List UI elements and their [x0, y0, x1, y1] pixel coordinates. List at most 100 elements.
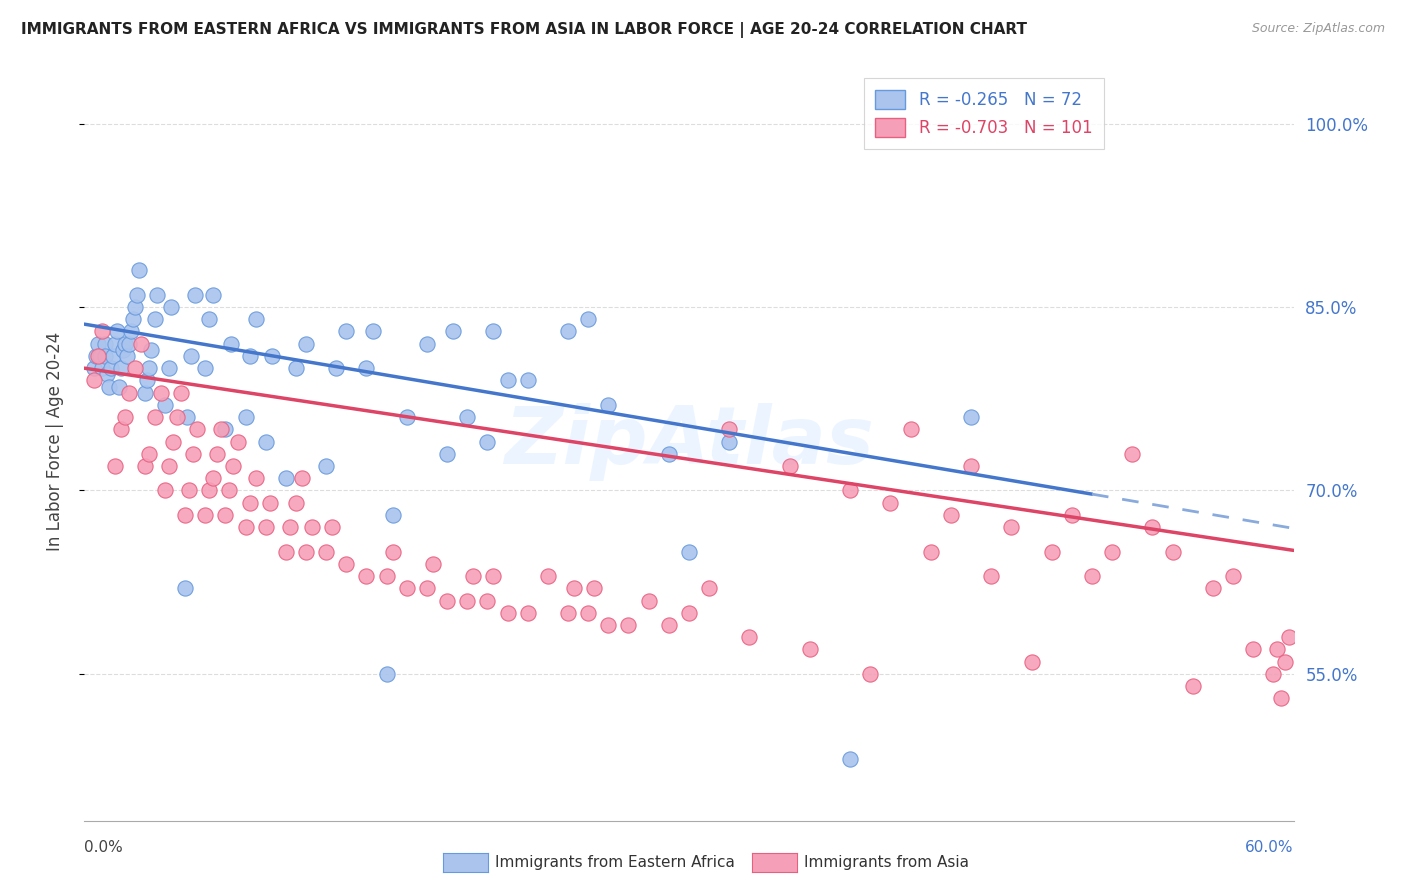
Point — [235, 520, 257, 534]
Point — [375, 666, 398, 681]
Point — [356, 361, 378, 376]
Point — [779, 458, 801, 473]
Point — [202, 287, 225, 301]
Point — [381, 544, 404, 558]
Point — [537, 569, 560, 583]
Point — [859, 666, 882, 681]
Point — [153, 483, 176, 498]
Point — [214, 508, 236, 522]
Point — [124, 361, 146, 376]
Point — [839, 483, 862, 498]
Point — [1000, 520, 1022, 534]
Point — [139, 343, 162, 357]
Point — [482, 569, 505, 583]
Point — [222, 458, 245, 473]
Point — [416, 336, 439, 351]
Point — [87, 336, 110, 351]
Point — [576, 312, 599, 326]
Point — [637, 593, 659, 607]
Point — [121, 312, 143, 326]
Point — [104, 458, 127, 473]
Point — [125, 287, 148, 301]
Point — [134, 385, 156, 400]
Point — [718, 422, 741, 436]
Point — [124, 300, 146, 314]
Point — [105, 325, 128, 339]
Point — [1121, 447, 1143, 461]
Point — [129, 336, 152, 351]
Point — [416, 582, 439, 596]
Point — [235, 410, 257, 425]
Point — [134, 458, 156, 473]
Point — [496, 606, 519, 620]
Point — [1222, 569, 1244, 583]
Point — [285, 361, 308, 376]
Point — [422, 557, 444, 571]
Point — [83, 373, 105, 387]
Point — [839, 752, 862, 766]
Point — [920, 544, 942, 558]
Point — [315, 544, 337, 558]
Point — [198, 483, 221, 498]
Point — [576, 606, 599, 620]
Point — [254, 520, 277, 534]
Text: 60.0%: 60.0% — [1246, 839, 1294, 855]
Point — [245, 471, 267, 485]
Point — [186, 422, 208, 436]
Point — [375, 569, 398, 583]
Point — [226, 434, 249, 449]
Point — [198, 312, 221, 326]
Point — [1081, 569, 1104, 583]
Point — [291, 471, 314, 485]
Point — [83, 361, 105, 376]
Point — [441, 325, 464, 339]
Y-axis label: In Labor Force | Age 20-24: In Labor Force | Age 20-24 — [45, 332, 63, 551]
Point — [149, 385, 172, 400]
Text: ZipAtlas: ZipAtlas — [503, 402, 875, 481]
Point — [179, 483, 201, 498]
Point — [93, 336, 115, 351]
Point — [1241, 642, 1264, 657]
Point — [174, 508, 197, 522]
Point — [557, 325, 579, 339]
Point — [118, 385, 141, 400]
Point — [1270, 691, 1292, 706]
Point — [598, 618, 620, 632]
Point — [1161, 544, 1184, 558]
Point — [900, 422, 922, 436]
Point — [245, 312, 267, 326]
Point — [395, 582, 418, 596]
Point — [1278, 630, 1301, 644]
Point — [1060, 508, 1083, 522]
Point — [325, 361, 347, 376]
Point — [143, 410, 166, 425]
Point — [107, 379, 129, 393]
Point — [128, 263, 150, 277]
Point — [120, 325, 142, 339]
Point — [718, 434, 741, 449]
Point — [1181, 679, 1204, 693]
Point — [1040, 544, 1063, 558]
Point — [194, 508, 217, 522]
Point — [678, 606, 700, 620]
Point — [101, 349, 124, 363]
Point — [617, 618, 640, 632]
Point — [879, 496, 901, 510]
Point — [209, 422, 232, 436]
Point — [221, 336, 243, 351]
Text: IMMIGRANTS FROM EASTERN AFRICA VS IMMIGRANTS FROM ASIA IN LABOR FORCE | AGE 20-2: IMMIGRANTS FROM EASTERN AFRICA VS IMMIGR… — [21, 22, 1028, 38]
Point — [207, 447, 229, 461]
Point — [162, 434, 184, 449]
Text: Source: ZipAtlas.com: Source: ZipAtlas.com — [1251, 22, 1385, 36]
Point — [477, 434, 499, 449]
Point — [138, 361, 160, 376]
Point — [118, 336, 141, 351]
Point — [1101, 544, 1123, 558]
Point — [678, 544, 700, 558]
Point — [1274, 655, 1296, 669]
Point — [181, 447, 204, 461]
Point — [361, 325, 384, 339]
Point — [194, 361, 217, 376]
Point — [456, 593, 478, 607]
Point — [100, 361, 122, 376]
